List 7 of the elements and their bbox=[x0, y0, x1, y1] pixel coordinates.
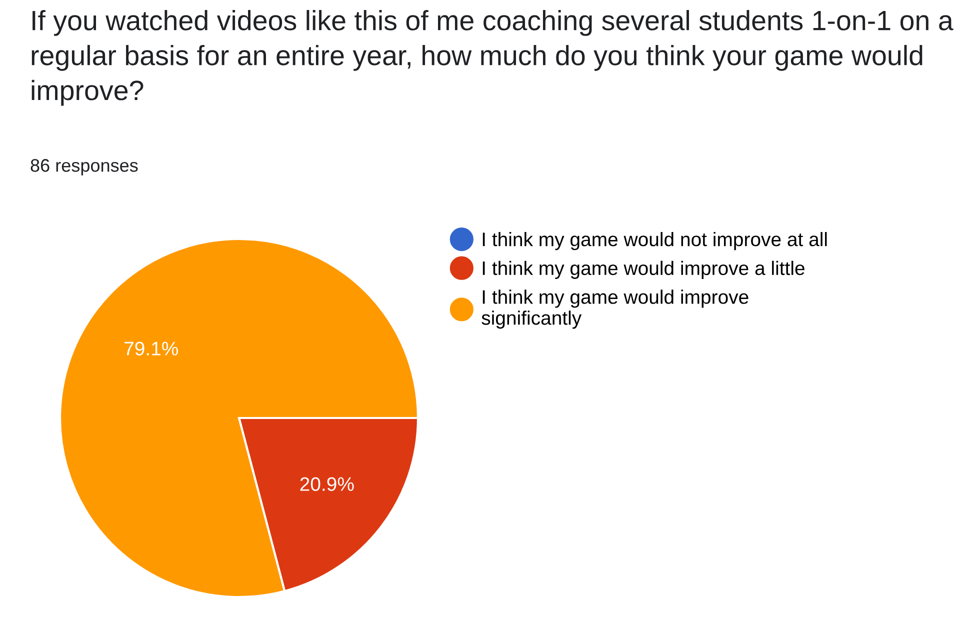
data-label: 79.1% bbox=[124, 342, 178, 356]
chart-title: If you watched videos like this of me coaching several students 1-on-1 on a regular basis for an entire year, how much do you think your game would improve? bbox=[32, 10, 954, 106]
legend-label: I think my game would not improve at all bbox=[482, 232, 827, 250]
legend-label: I think my game would improve a little bbox=[482, 260, 804, 279]
chart-subtitle: 86 responses bbox=[30, 159, 138, 176]
data-label: 20.9% bbox=[300, 477, 354, 491]
legend-label: I think my game would improve significantly bbox=[482, 290, 748, 329]
